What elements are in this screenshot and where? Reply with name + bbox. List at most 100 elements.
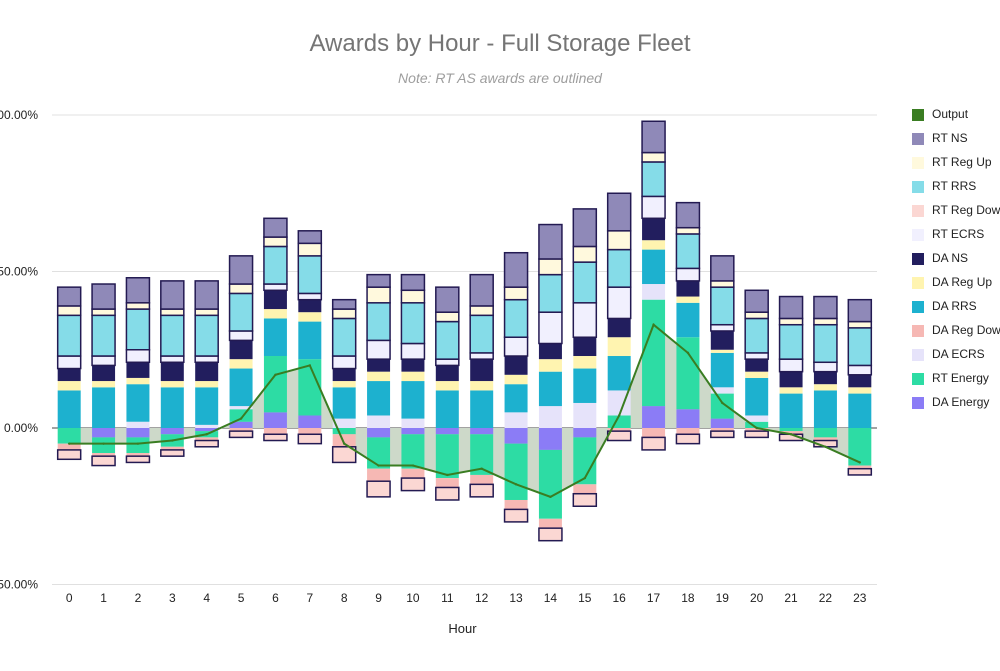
legend-label: RT Reg Up — [932, 155, 992, 169]
bar-rt-rrs-h12 — [469, 314, 494, 354]
bar-da-ns-h0 — [57, 368, 81, 382]
bar-rt-rrs-h4 — [194, 314, 219, 357]
bar-da-rrs-h11 — [435, 390, 459, 428]
bar-rt-rrs-h9 — [366, 302, 391, 342]
bar-da-reg-down-h0 — [57, 443, 81, 450]
legend-label: DA ECRS — [932, 347, 985, 361]
bar-rt-reg-down-h16 — [606, 430, 632, 442]
bar-rt-reg-up-h11 — [435, 311, 460, 323]
x-tick-label: 7 — [306, 591, 313, 605]
output-point-h3 — [171, 439, 174, 442]
bar-da-ns-h3 — [160, 362, 184, 382]
bar-da-energy-h5 — [229, 421, 253, 428]
bar-rt-ecrs-h20 — [744, 352, 769, 360]
legend-label: RT Reg Down — [932, 203, 1000, 217]
x-tick-label: 10 — [406, 591, 420, 605]
x-tick-label: 11 — [441, 591, 454, 605]
bar-da-reg-down-h4 — [195, 437, 219, 441]
bar-da-ns-h15 — [573, 337, 597, 357]
legend-item: DA Reg Down — [912, 322, 1000, 346]
output-point-h21 — [789, 433, 793, 436]
bar-rt-reg-down-h3 — [160, 449, 185, 457]
bar-da-energy-h7 — [298, 415, 322, 428]
bar-rt-rrs-h15 — [572, 261, 598, 304]
x-tick-label: 16 — [613, 591, 627, 605]
legend-swatch — [912, 253, 924, 265]
legend-swatch — [912, 229, 924, 241]
bar-rt-reg-up-h6 — [263, 236, 288, 248]
bar-rt-rrs-h21 — [778, 323, 804, 360]
bar-da-rrs-h16 — [607, 356, 631, 391]
bar-rt-rrs-h7 — [297, 255, 323, 295]
bar-da-rrs-h12 — [470, 390, 494, 428]
bar-da-reg-down-h2 — [126, 453, 150, 457]
bar-da-reg-up-h10 — [401, 371, 425, 382]
bar-da-rrs-h3 — [160, 387, 184, 428]
bar-rt-energy-h5 — [229, 409, 253, 422]
bar-da-ns-h19 — [710, 330, 734, 350]
bar-rt-ecrs-h17 — [641, 195, 666, 220]
bar-rt-ecrs-h3 — [160, 355, 185, 364]
bar-rt-rrs-h23 — [847, 327, 873, 367]
bar-da-ecrs-h17 — [642, 284, 666, 300]
bar-rt-reg-down-h7 — [297, 433, 323, 445]
bar-rt-ecrs-h6 — [263, 283, 288, 292]
bar-da-ns-h8 — [332, 368, 356, 382]
legend-item: DA RRS — [912, 298, 1000, 322]
bar-da-ns-h18 — [676, 280, 700, 297]
legend-item: RT RRS — [912, 178, 1000, 202]
bar-rt-energy-h12 — [470, 434, 494, 475]
bar-rt-reg-up-h18 — [675, 226, 701, 235]
bar-rt-reg-up-h19 — [710, 280, 735, 288]
bar-rt-ns-h4 — [194, 280, 219, 310]
bar-da-ecrs-h4 — [195, 424, 219, 428]
legend-swatch — [912, 181, 924, 193]
bar-rt-reg-up-h4 — [194, 308, 219, 317]
bar-da-reg-down-h12 — [470, 474, 494, 485]
bar-rt-ecrs-h7 — [297, 292, 323, 301]
legend-item: DA ECRS — [912, 346, 1000, 370]
bar-da-reg-up-h9 — [367, 371, 391, 382]
bar-da-rrs-h18 — [676, 302, 700, 338]
x-tick-label: 5 — [238, 591, 245, 605]
y-tick-label: 0.00% — [4, 421, 38, 435]
bar-da-rrs-h10 — [401, 381, 425, 419]
bar-rt-reg-down-h18 — [675, 433, 701, 445]
x-tick-label: 22 — [819, 591, 833, 605]
bar-rt-reg-down-h5 — [228, 430, 254, 439]
output-point-h1 — [102, 442, 105, 445]
bar-rt-ecrs-h9 — [366, 339, 391, 360]
bar-rt-reg-up-h15 — [572, 245, 598, 263]
bar-da-reg-up-h18 — [676, 296, 700, 303]
output-point-h2 — [136, 442, 140, 445]
bar-rt-reg-down-h15 — [572, 492, 598, 508]
legend-item: RT ECRS — [912, 226, 1000, 250]
bar-rt-energy-h19 — [710, 393, 734, 419]
bar-rt-energy-h20 — [745, 421, 769, 428]
bar-rt-reg-up-h0 — [56, 305, 82, 317]
bar-da-reg-down-h23 — [848, 465, 872, 469]
bar-rt-ns-h3 — [160, 280, 185, 310]
bar-da-rrs-h0 — [57, 390, 81, 428]
legend-item: RT Energy — [912, 370, 1000, 394]
bar-da-reg-up-h1 — [92, 381, 116, 388]
bar-rt-ns-h8 — [331, 298, 357, 310]
bar-rt-reg-up-h17 — [641, 151, 666, 163]
bar-da-reg-up-h15 — [573, 356, 597, 369]
output-point-h4 — [205, 433, 208, 436]
bar-rt-reg-up-h9 — [366, 286, 391, 304]
bar-da-rrs-h7 — [298, 321, 322, 360]
bar-da-energy-h13 — [504, 428, 528, 444]
bar-da-rrs-h6 — [263, 318, 287, 357]
bar-da-ns-h11 — [435, 365, 459, 382]
legend-item: Output — [912, 106, 1000, 130]
bar-rt-ecrs-h12 — [469, 352, 494, 360]
x-tick-label: 23 — [853, 591, 867, 605]
output-line — [69, 323, 861, 498]
bar-da-rrs-h22 — [813, 390, 837, 428]
bar-da-reg-up-h12 — [470, 381, 494, 391]
x-tick-label: 21 — [784, 591, 798, 605]
bar-rt-reg-down-h4 — [194, 439, 219, 448]
bar-rt-ns-h11 — [435, 286, 460, 313]
bar-rt-energy-h13 — [504, 443, 528, 500]
